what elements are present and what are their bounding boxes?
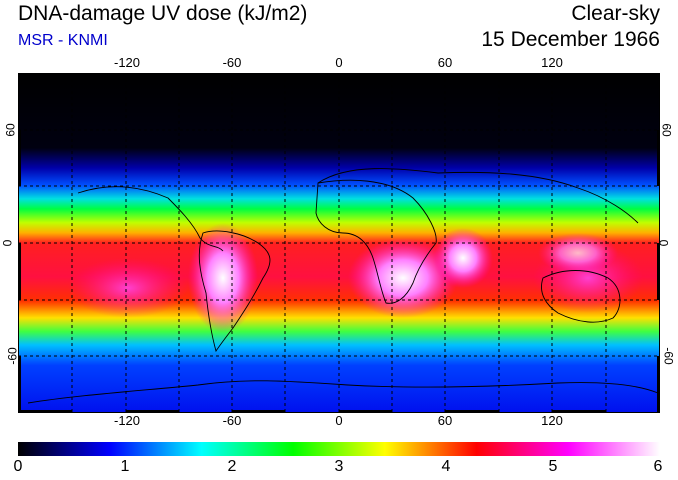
map-frame (18, 73, 660, 413)
frame-segment (18, 130, 21, 186)
lon-label-bottom: -60 (222, 413, 242, 428)
lon-label-bottom: 60 (437, 413, 453, 428)
colorbar-tick-label: 0 (13, 458, 23, 475)
uv-hotspot-pacific (68, 258, 188, 318)
lon-label-top: 60 (437, 55, 453, 70)
lon-label-bottom: 120 (541, 413, 563, 428)
frame-segment (339, 410, 392, 413)
lat-label-right: -60 (661, 347, 676, 365)
lat-label-right: 60 (659, 123, 674, 137)
uv-hotspot-south-america (188, 223, 258, 333)
frame-segment (657, 243, 660, 300)
lon-label-top: 120 (541, 55, 563, 70)
coast-north-america (77, 186, 224, 252)
coast-antarctica (27, 380, 659, 404)
colorbar (18, 442, 660, 456)
frame-segment (445, 73, 499, 76)
frame-segment (232, 73, 285, 76)
lat-label-left: 60 (3, 123, 18, 137)
page-title: DNA-damage UV dose (kJ/m2) (18, 2, 308, 25)
frame-segment (552, 410, 606, 413)
colorbar-tick-label: 5 (548, 458, 558, 475)
sky-mode-label: Clear-sky (571, 2, 660, 25)
colorbar-tick-label: 3 (334, 458, 344, 475)
frame-segment (339, 73, 392, 76)
colorbar-tick-label: 6 (653, 458, 663, 475)
frame-segment (552, 73, 606, 76)
frame-segment (232, 410, 285, 413)
lon-label-top: -120 (113, 55, 141, 70)
coast-europe-asia (317, 168, 639, 224)
frame-segment (18, 243, 21, 300)
frame-segment (18, 410, 72, 413)
frame-segment (445, 410, 499, 413)
lat-label-left: 0 (0, 239, 15, 247)
uv-hotspot-indian-ocean (433, 228, 493, 288)
frame-segment (18, 356, 21, 413)
date-label: 15 December 1966 (481, 28, 660, 51)
frame-segment (18, 73, 72, 76)
colorbar-gradient (18, 442, 660, 456)
source-label: MSR - KNMI (18, 32, 108, 49)
colorbar-tick-label: 2 (227, 458, 237, 475)
lon-label-bottom: 0 (335, 413, 343, 428)
colorbar-tick-label: 1 (120, 458, 130, 475)
coast-africa (315, 179, 437, 304)
uv-hotspot-africa (348, 238, 458, 318)
frame-segment (126, 73, 179, 76)
frame-segment (657, 130, 660, 186)
lon-label-top: -60 (222, 55, 242, 70)
graticule (18, 73, 660, 413)
lon-label-top: 0 (335, 55, 343, 70)
frame-segment (657, 356, 660, 413)
lon-label-bottom: -120 (113, 413, 141, 428)
uv-dose-map (18, 73, 660, 413)
frame-segment (126, 410, 179, 413)
coast-australia (541, 270, 621, 323)
colorbar-tick-label: 4 (441, 458, 451, 475)
coastlines (27, 168, 659, 404)
